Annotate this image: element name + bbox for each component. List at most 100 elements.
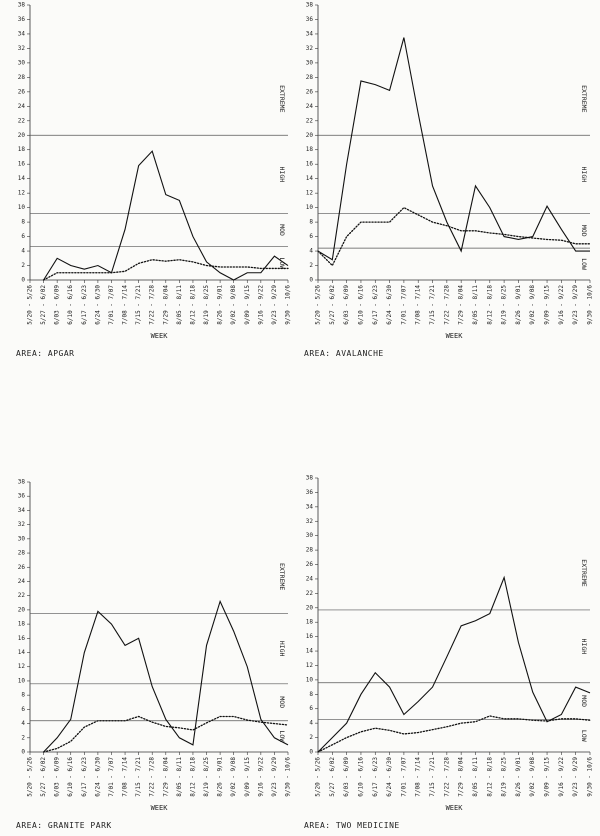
x-tick-label: 6/03 - 6/09 xyxy=(343,285,350,325)
y-tick-label: 36 xyxy=(18,16,26,23)
x-tick-label: 7/01 - 7/07 xyxy=(400,757,407,797)
x-tick-label: 6/03 - 6/09 xyxy=(54,285,61,325)
y-tick-label: 24 xyxy=(18,578,26,585)
x-tick-label: 6/24 - 6/30 xyxy=(386,757,393,797)
series-line xyxy=(43,150,289,281)
x-tick-label: 6/24 - 6/30 xyxy=(386,285,393,325)
x-tick-label: 9/09 - 9/15 xyxy=(544,285,551,325)
y-tick-label: 24 xyxy=(306,103,314,110)
y-tick-label: 6 xyxy=(21,706,25,713)
x-tick-label: 8/19 - 8/25 xyxy=(203,757,210,797)
y-tick-label: 22 xyxy=(306,590,314,597)
x-tick-label: 9/09 - 9/15 xyxy=(244,285,251,325)
x-tick-label: 6/10 - 6/16 xyxy=(357,285,364,325)
y-tick-label: 26 xyxy=(306,88,314,95)
y-tick-label: 36 xyxy=(306,16,314,23)
y-tick-label: 22 xyxy=(306,117,314,124)
y-tick-label: 2 xyxy=(309,262,313,269)
x-tick-label: 6/03 - 6/09 xyxy=(343,757,350,797)
y-tick-label: 38 xyxy=(18,479,26,486)
x-tick-label: 8/19 - 8/25 xyxy=(203,285,210,325)
zone-label: HIGH xyxy=(278,641,286,657)
y-tick-label: 20 xyxy=(306,604,314,611)
y-tick-label: 32 xyxy=(306,518,314,525)
x-tick-label: 9/23 - 9/29 xyxy=(572,285,579,325)
y-tick-label: 16 xyxy=(18,161,26,168)
x-axis-label: WEEK xyxy=(151,332,169,340)
y-tick-label: 0 xyxy=(21,277,25,284)
y-tick-label: 38 xyxy=(306,2,314,9)
y-tick-label: 12 xyxy=(306,662,314,669)
series-line xyxy=(317,715,591,753)
y-tick-label: 4 xyxy=(309,248,313,255)
x-tick-label: 8/19 - 8/25 xyxy=(501,757,508,797)
x-tick-label: 7/15 - 7/21 xyxy=(135,285,142,325)
x-tick-label: 7/29 - 8/04 xyxy=(162,757,169,797)
y-tick-label: 34 xyxy=(306,503,314,510)
y-tick-label: 16 xyxy=(18,635,26,642)
y-tick-label: 34 xyxy=(18,507,26,514)
zone-label: EXTREME xyxy=(278,85,286,112)
y-tick-label: 8 xyxy=(309,691,313,698)
x-tick-label: 6/10 - 6/16 xyxy=(67,757,74,797)
x-tick-label: 9/09 - 9/15 xyxy=(544,757,551,797)
y-tick-label: 12 xyxy=(18,663,26,670)
y-tick-label: 38 xyxy=(18,2,26,9)
y-tick-label: 4 xyxy=(309,720,313,727)
x-tick-label: 7/29 - 8/04 xyxy=(458,757,465,797)
y-tick-label: 6 xyxy=(309,233,313,240)
x-tick-label: 7/01 - 7/07 xyxy=(108,757,115,797)
zone-label: EXTREME xyxy=(580,559,588,586)
y-tick-label: 0 xyxy=(21,749,25,756)
y-tick-label: 20 xyxy=(306,132,314,139)
y-tick-label: 12 xyxy=(306,190,314,197)
x-tick-label: 7/22 - 7/28 xyxy=(149,757,156,797)
y-tick-label: 32 xyxy=(306,45,314,52)
y-tick-label: 4 xyxy=(21,248,25,255)
zone-label: EXTREME xyxy=(278,563,286,590)
y-tick-label: 10 xyxy=(18,204,26,211)
y-tick-label: 30 xyxy=(306,59,314,66)
y-tick-label: 10 xyxy=(18,677,26,684)
x-tick-label: 5/27 - 6/02 xyxy=(329,285,336,325)
y-tick-label: 0 xyxy=(309,277,313,284)
x-axis-label: WEEK xyxy=(151,804,169,812)
x-tick-label: 9/16 - 9/22 xyxy=(257,285,264,325)
y-tick-label: 6 xyxy=(21,233,25,240)
y-tick-label: 26 xyxy=(306,561,314,568)
x-tick-label: 6/10 - 6/16 xyxy=(67,285,74,325)
y-tick-label: 30 xyxy=(306,532,314,539)
y-tick-label: 2 xyxy=(21,734,25,741)
y-tick-label: 14 xyxy=(306,175,314,182)
series-line xyxy=(42,715,289,753)
x-tick-label: 8/05 - 8/11 xyxy=(472,285,479,325)
y-tick-label: 32 xyxy=(18,521,26,528)
y-tick-label: 8 xyxy=(21,692,25,699)
x-tick-label: 8/12 - 8/18 xyxy=(189,757,196,797)
x-tick-label: 9/02 - 9/08 xyxy=(230,285,237,325)
x-tick-label: 8/05 - 8/11 xyxy=(176,757,183,797)
zone-label: LOW xyxy=(278,730,286,742)
x-tick-label: 8/19 - 8/25 xyxy=(501,285,508,325)
y-tick-label: 38 xyxy=(306,475,314,482)
x-tick-label: 5/20 - 5/26 xyxy=(27,757,34,797)
y-tick-label: 18 xyxy=(306,146,314,153)
series-line xyxy=(317,37,590,261)
x-tick-label: 6/24 - 6/30 xyxy=(94,757,101,797)
x-tick-label: 5/27 - 6/02 xyxy=(40,285,47,325)
x-tick-label: 7/08 - 7/14 xyxy=(415,757,422,797)
y-tick-label: 14 xyxy=(18,175,26,182)
y-tick-label: 8 xyxy=(21,219,25,226)
y-tick-label: 16 xyxy=(306,161,314,168)
x-tick-label: 9/02 - 9/08 xyxy=(230,757,237,797)
x-tick-label: 9/23 - 9/29 xyxy=(271,757,278,797)
chart-title: AREA: APGAR xyxy=(16,349,74,358)
x-tick-label: 7/15 - 7/21 xyxy=(429,757,436,797)
y-tick-label: 36 xyxy=(18,493,26,500)
x-axis-label: WEEK xyxy=(446,804,464,812)
y-tick-label: 2 xyxy=(21,262,25,269)
x-tick-label: 8/05 - 8/11 xyxy=(176,285,183,325)
x-tick-label: 9/16 - 9/22 xyxy=(558,757,565,797)
y-tick-label: 20 xyxy=(18,606,26,613)
x-tick-label: 6/17 - 6/23 xyxy=(81,757,88,797)
